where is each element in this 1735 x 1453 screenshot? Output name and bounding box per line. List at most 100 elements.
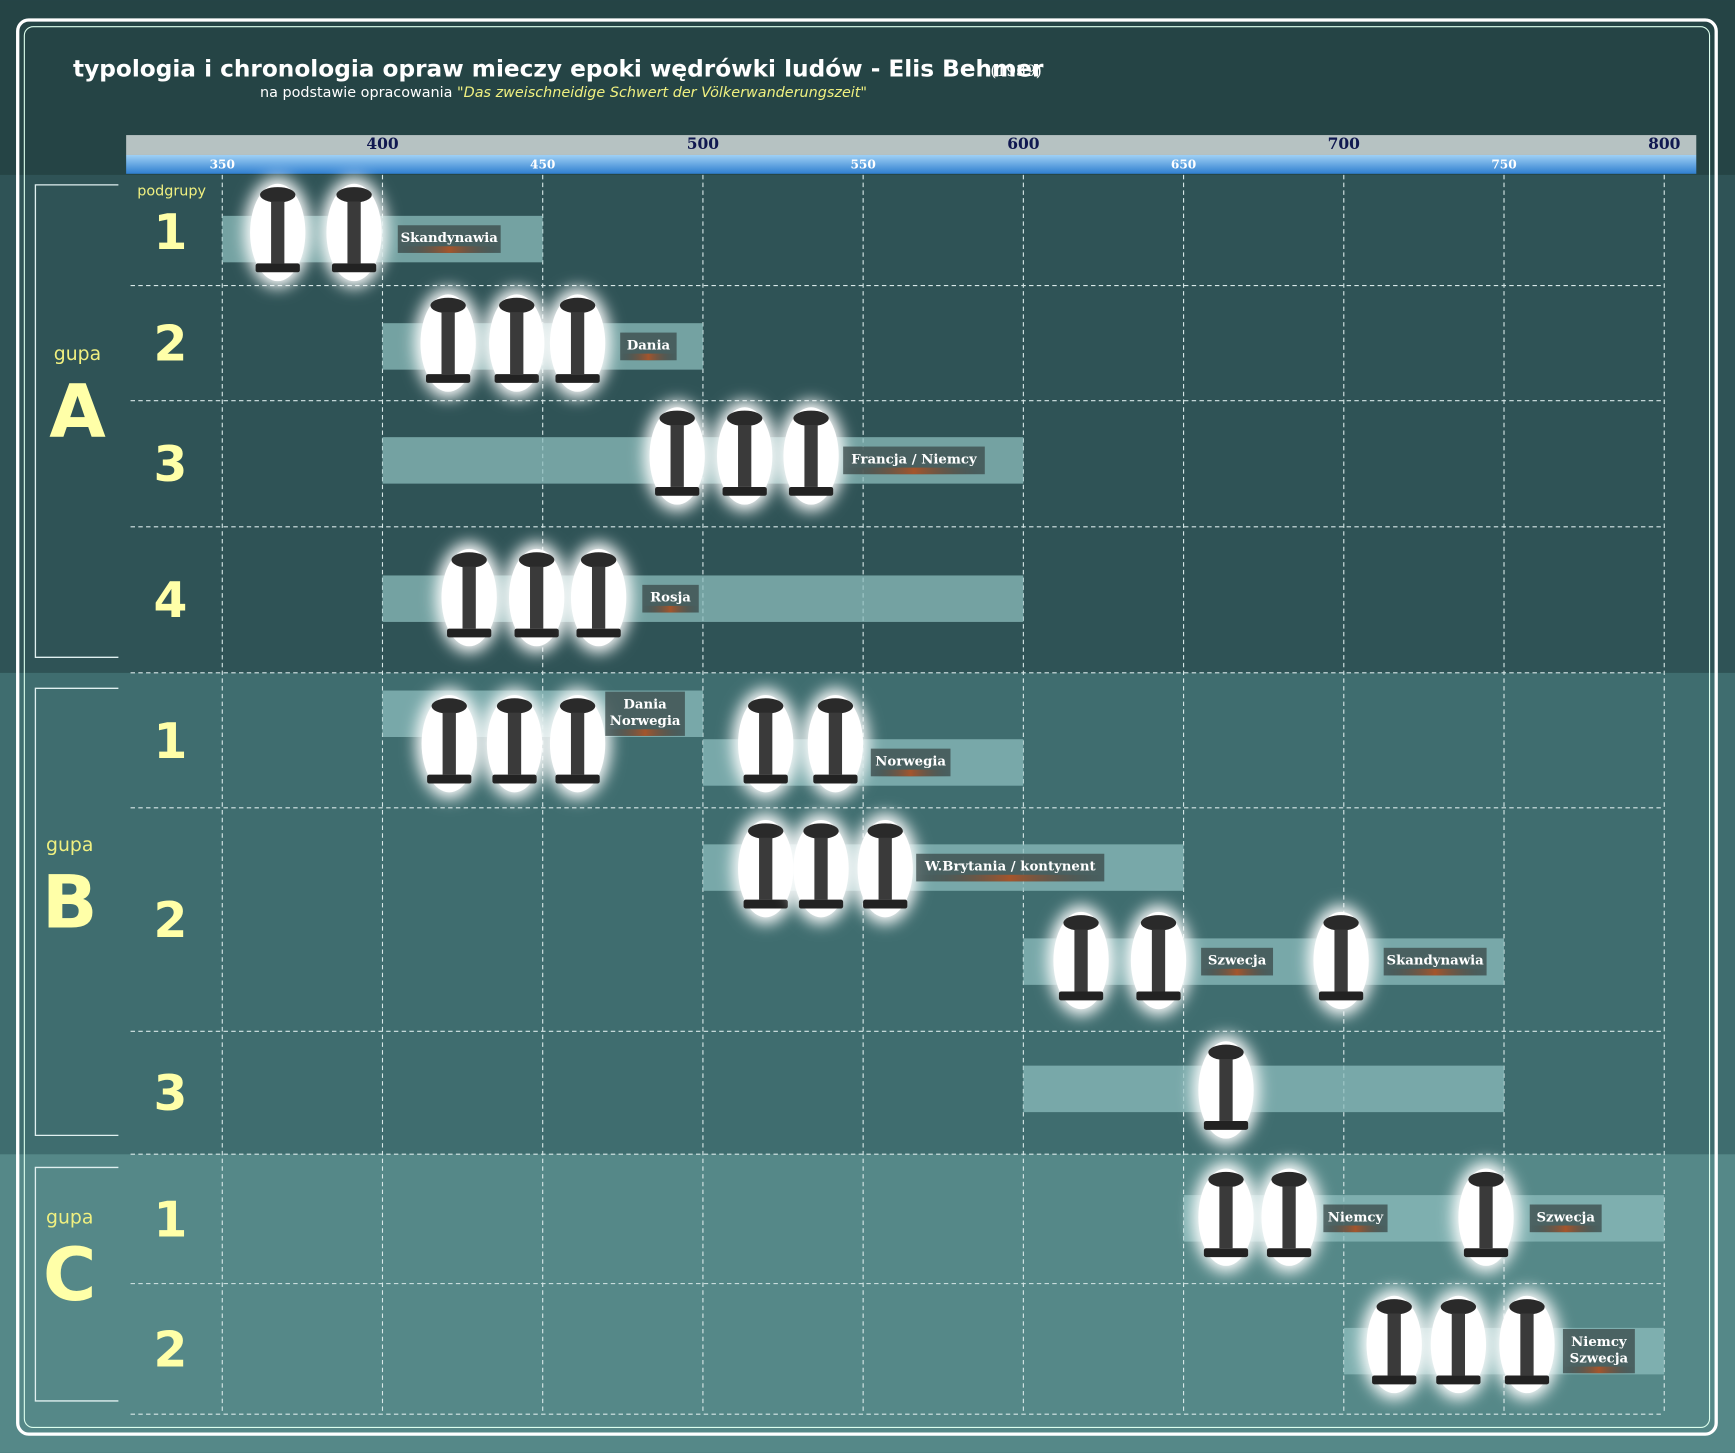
label-underline: [870, 769, 951, 777]
hilt-pommel: [817, 698, 854, 714]
hilt-grip: [670, 424, 684, 487]
hilt-guard: [514, 628, 559, 638]
x-minor-tick-label: 450: [530, 157, 555, 171]
row-number: 2: [153, 1322, 187, 1378]
hilt-guard: [1504, 1375, 1550, 1385]
hilt-grip: [507, 712, 522, 775]
label-underline: [642, 605, 699, 613]
x-tick-label: 800: [1648, 134, 1681, 153]
hilt-pommel: [1440, 1299, 1477, 1315]
hilt-pommel: [1468, 1171, 1504, 1188]
x-minor-tick-label: 750: [1491, 157, 1516, 171]
hilt-grip: [1334, 929, 1348, 992]
title: typologia i chronologia opraw mieczy epo…: [73, 55, 1044, 82]
sword-hilt: [1192, 1161, 1260, 1273]
hilt-grip: [878, 837, 892, 900]
axis-bottom: [126, 154, 1697, 174]
row-number: 1: [153, 205, 187, 261]
sword-hilt: [544, 287, 611, 399]
hilt-pommel: [336, 187, 372, 203]
range-label: Norwegia: [610, 714, 681, 729]
year: (1939): [990, 62, 1042, 80]
sword-hilt: [643, 400, 711, 512]
hilt-grip: [1219, 1059, 1233, 1121]
hilt-grip: [530, 566, 544, 629]
label-underline: [843, 467, 985, 475]
frame-inner: [23, 26, 1711, 1429]
hilt-pommel: [430, 297, 466, 314]
range-label: Niemcy: [1571, 1335, 1628, 1350]
row-number: 4: [153, 573, 187, 629]
hilt-guard: [1136, 991, 1181, 1001]
hilt-grip: [1282, 1186, 1296, 1249]
sword-hilt: [1361, 1289, 1428, 1400]
hilt-pommel: [1509, 1299, 1545, 1315]
hilt-pommel: [803, 823, 839, 839]
hilt-guard: [743, 899, 788, 909]
hilt-guard: [426, 374, 471, 383]
label-underline: [1383, 968, 1487, 976]
subtitle: na podstawie opracowania "Das zweischnei…: [260, 85, 867, 101]
sword-hilt: [787, 813, 855, 925]
hilt-pommel: [747, 698, 784, 714]
x-tick-label: 500: [687, 134, 720, 153]
hilt-guard: [1372, 1375, 1417, 1385]
hilt-pommel: [793, 410, 829, 427]
sword-hilt: [1192, 1034, 1260, 1146]
hilt-guard: [555, 374, 600, 383]
sword-hilt: [416, 688, 483, 799]
sword-hilt: [732, 688, 799, 799]
range-label: Norwegia: [875, 754, 946, 769]
hilt-guard: [1203, 1120, 1249, 1130]
range-label: Skandynawia: [401, 231, 499, 246]
hilt-pommel: [451, 552, 487, 568]
hilt-grip: [759, 712, 773, 775]
hilt-grip: [828, 712, 843, 775]
hilt-guard: [1463, 1248, 1509, 1258]
hilt-grip: [1074, 929, 1088, 992]
hilt-pommel: [559, 297, 596, 314]
hilt-grip: [570, 312, 585, 375]
sword-hilt: [565, 542, 632, 653]
label-underline: [1201, 968, 1274, 976]
sword-hilt: [435, 542, 503, 653]
hilt-guard: [1436, 1375, 1481, 1385]
hilt-guard: [494, 374, 539, 383]
x-tick-label: 700: [1328, 134, 1361, 153]
hilt-grip: [738, 424, 752, 487]
hilt-grip: [1479, 1186, 1493, 1249]
group-bracket: [34, 687, 119, 1137]
range-label: Szwecja: [1208, 954, 1267, 969]
range-label: Rosja: [650, 591, 691, 606]
hilt-pommel: [867, 823, 903, 839]
group-letter: B: [42, 860, 98, 945]
hilt-grip: [1219, 1186, 1233, 1249]
x-tick-label: 400: [366, 134, 399, 153]
row-number: 2: [153, 893, 187, 949]
sword-hilt: [802, 688, 869, 799]
sword-hilt: [1425, 1289, 1492, 1400]
frame: [16, 18, 1718, 1436]
hilt-pommel: [659, 410, 695, 427]
hilt-pommel: [1323, 915, 1359, 931]
range-label: Szwecja: [1536, 1210, 1595, 1225]
hilt-grip: [1387, 1313, 1401, 1376]
group-bracket: [34, 184, 119, 659]
hilt-grip: [570, 712, 585, 775]
hilt-guard: [447, 628, 492, 638]
label-box: [605, 691, 685, 736]
axis-top: [126, 135, 1697, 155]
hilt-grip: [1451, 1313, 1466, 1376]
group-label: gupa: [46, 835, 93, 856]
sword-hilt: [1125, 905, 1192, 1016]
row-number: 1: [153, 714, 187, 770]
hilt-guard: [798, 899, 844, 909]
sword-hilt: [414, 287, 482, 399]
hilt-pommel: [1271, 1171, 1307, 1188]
subtitle-text: na podstawie opracowania: [260, 85, 452, 101]
hilt-grip: [759, 837, 773, 900]
hilt-guard: [1266, 1248, 1312, 1258]
hilt-guard: [555, 774, 600, 784]
sword-hilt: [544, 688, 611, 799]
